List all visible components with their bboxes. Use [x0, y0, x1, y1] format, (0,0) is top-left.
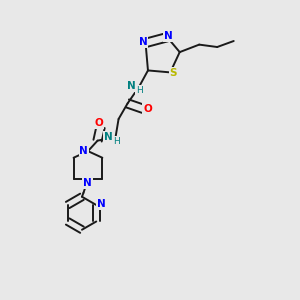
Text: O: O	[95, 118, 103, 128]
Text: S: S	[169, 68, 177, 78]
Text: O: O	[143, 104, 152, 114]
Text: N: N	[139, 38, 148, 47]
Text: N: N	[80, 146, 88, 155]
Text: N: N	[104, 132, 113, 142]
Text: H: H	[113, 137, 119, 146]
Text: N: N	[164, 31, 173, 41]
Text: N: N	[97, 199, 105, 209]
Text: N: N	[128, 81, 136, 91]
Text: N: N	[83, 178, 92, 188]
Text: H: H	[136, 86, 143, 95]
